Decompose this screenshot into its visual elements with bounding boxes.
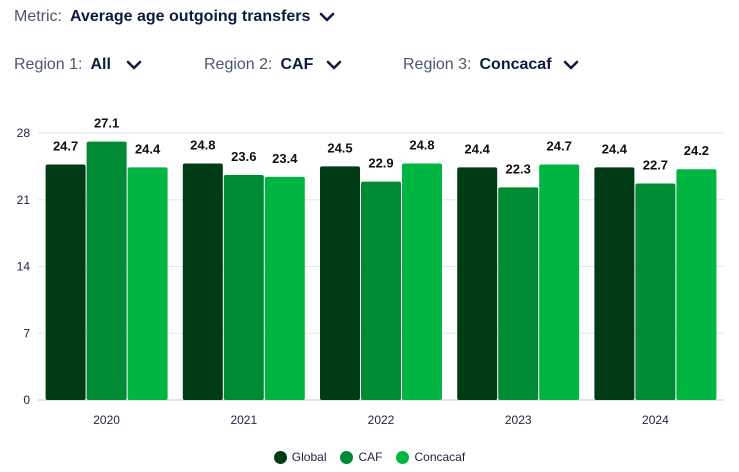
data-label: 24.5 <box>327 140 352 155</box>
y-tick-label: 0 <box>23 393 30 407</box>
chevron-down-icon[interactable] <box>562 56 580 74</box>
metric-label: Metric: <box>14 8 62 25</box>
region3-selector[interactable]: Region 3: Concacaf <box>403 54 580 76</box>
y-tick-label: 14 <box>17 260 31 274</box>
region2-label: Region 2: <box>204 56 273 73</box>
x-tick-label: 2020 <box>93 413 120 427</box>
bar <box>402 163 442 400</box>
data-label: 24.4 <box>135 141 161 156</box>
bar <box>498 187 539 400</box>
bar <box>457 167 498 400</box>
data-label: 24.4 <box>602 141 628 156</box>
legend-label: Global <box>291 450 327 464</box>
x-tick-label: 2023 <box>505 413 532 427</box>
bar <box>182 163 223 400</box>
legend-swatch <box>273 450 287 464</box>
metric-selector[interactable]: Metric: Average age outgoing transfers <box>14 6 336 28</box>
region2-selector[interactable]: Region 2: CAF <box>204 54 343 76</box>
data-label: 22.7 <box>643 158 668 173</box>
bar <box>223 174 264 400</box>
region3-label: Region 3: <box>403 56 472 73</box>
data-label: 27.1 <box>94 116 119 131</box>
bar <box>127 167 168 400</box>
chevron-down-icon[interactable] <box>325 56 343 74</box>
data-label: 23.4 <box>272 151 298 166</box>
bar <box>45 164 86 400</box>
data-label: 23.6 <box>231 149 256 164</box>
region1-selector[interactable]: Region 1: All <box>14 54 143 76</box>
x-tick-label: 2022 <box>368 413 395 427</box>
chevron-down-icon[interactable] <box>125 56 143 74</box>
data-label: 24.8 <box>409 138 434 153</box>
bar <box>320 166 360 400</box>
bar <box>676 169 717 400</box>
data-label: 24.2 <box>684 143 709 158</box>
bar <box>539 164 580 400</box>
chart-legend: Global CAF Concacaf <box>0 450 739 464</box>
bar-chart: 0 7 14 21 28 24.7 27.1 24.4 2020 24.8 23.6 23.4 2021… <box>17 116 724 427</box>
y-tick-label: 21 <box>17 193 31 207</box>
bar <box>86 141 127 400</box>
bar <box>594 167 635 400</box>
legend-label: Concacaf <box>414 450 466 464</box>
legend-swatch <box>340 450 354 464</box>
region1-label: Region 1: <box>14 56 83 73</box>
data-label: 22.3 <box>506 161 531 176</box>
bar <box>635 183 676 400</box>
data-label: 24.8 <box>190 138 215 153</box>
x-tick-label: 2024 <box>642 413 669 427</box>
bar <box>361 181 401 400</box>
data-label: 24.7 <box>547 138 572 153</box>
region1-value[interactable]: All <box>90 56 111 73</box>
x-tick-label: 2021 <box>230 413 257 427</box>
data-label: 24.7 <box>53 138 78 153</box>
metric-value[interactable]: Average age outgoing transfers <box>70 8 311 25</box>
y-tick-label: 28 <box>17 126 31 140</box>
legend-item[interactable]: Global <box>273 450 327 464</box>
region3-value[interactable]: Concacaf <box>479 56 552 73</box>
chevron-down-icon[interactable] <box>318 8 336 26</box>
region2-value[interactable]: CAF <box>280 56 314 73</box>
legend-label: CAF <box>358 450 383 464</box>
legend-item[interactable]: CAF <box>340 450 382 464</box>
legend-item[interactable]: Concacaf <box>396 450 465 464</box>
data-label: 22.9 <box>368 156 393 171</box>
data-label: 24.4 <box>465 141 491 156</box>
legend-swatch <box>396 450 410 464</box>
bar <box>264 176 305 400</box>
y-tick-label: 7 <box>23 326 30 340</box>
